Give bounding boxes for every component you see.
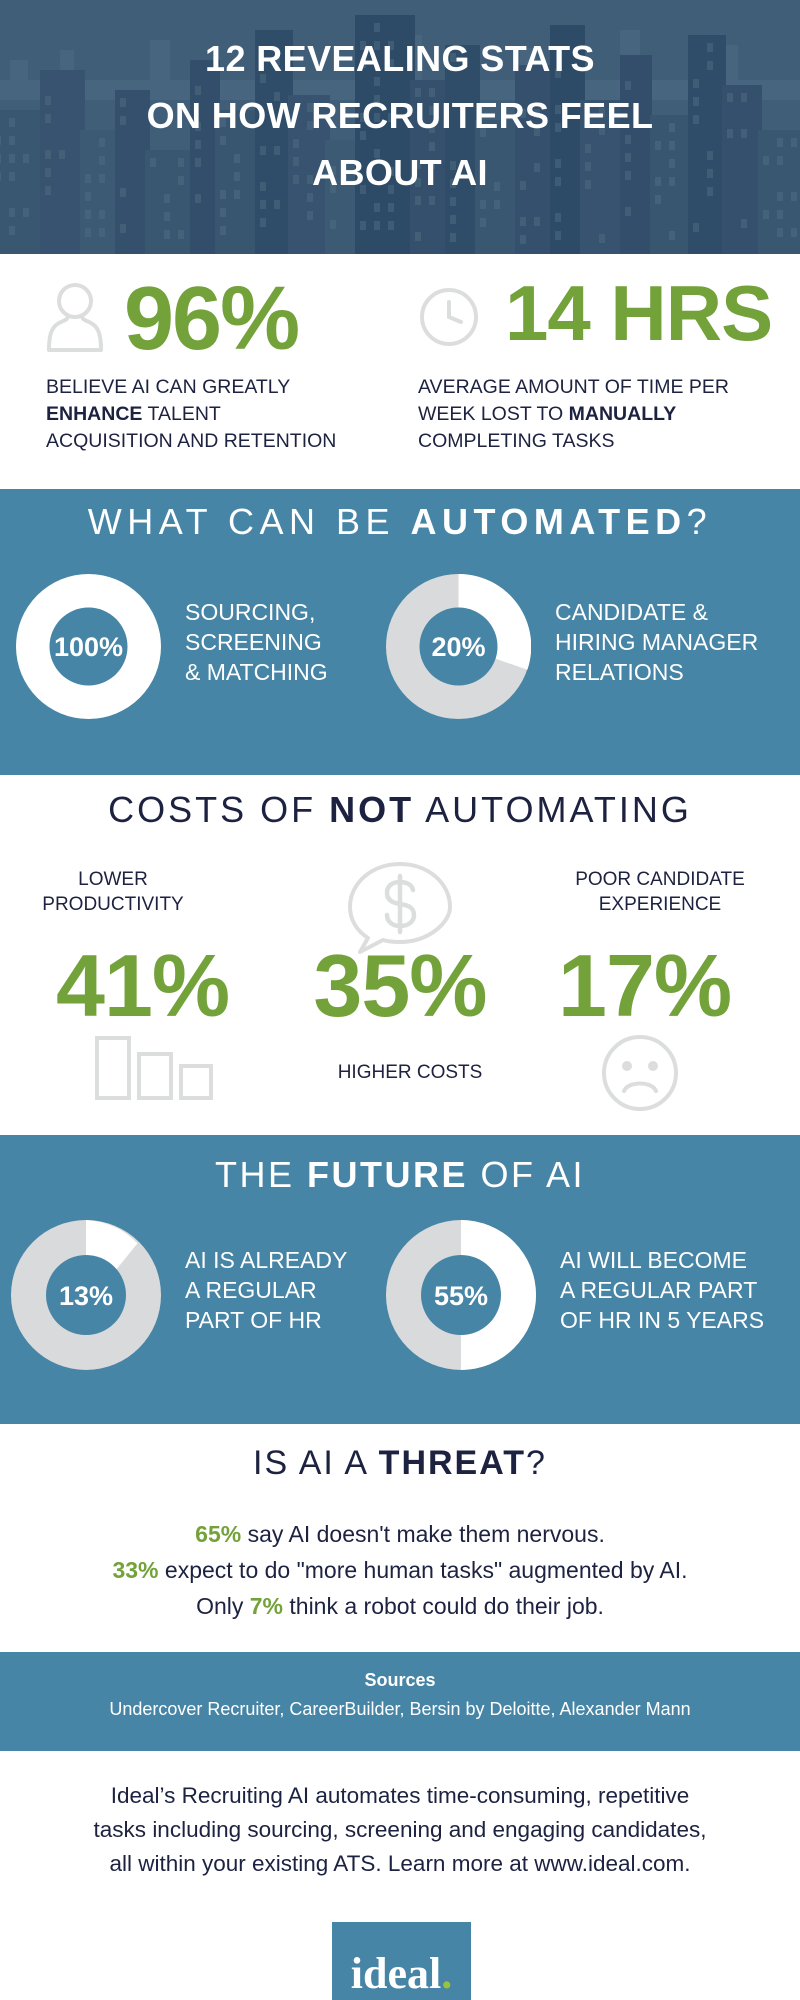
svg-text:20%: 20% <box>431 632 485 662</box>
svg-text:13%: 13% <box>59 1281 113 1311</box>
svg-text:55%: 55% <box>434 1281 488 1311</box>
svg-text:100%: 100% <box>54 632 123 662</box>
